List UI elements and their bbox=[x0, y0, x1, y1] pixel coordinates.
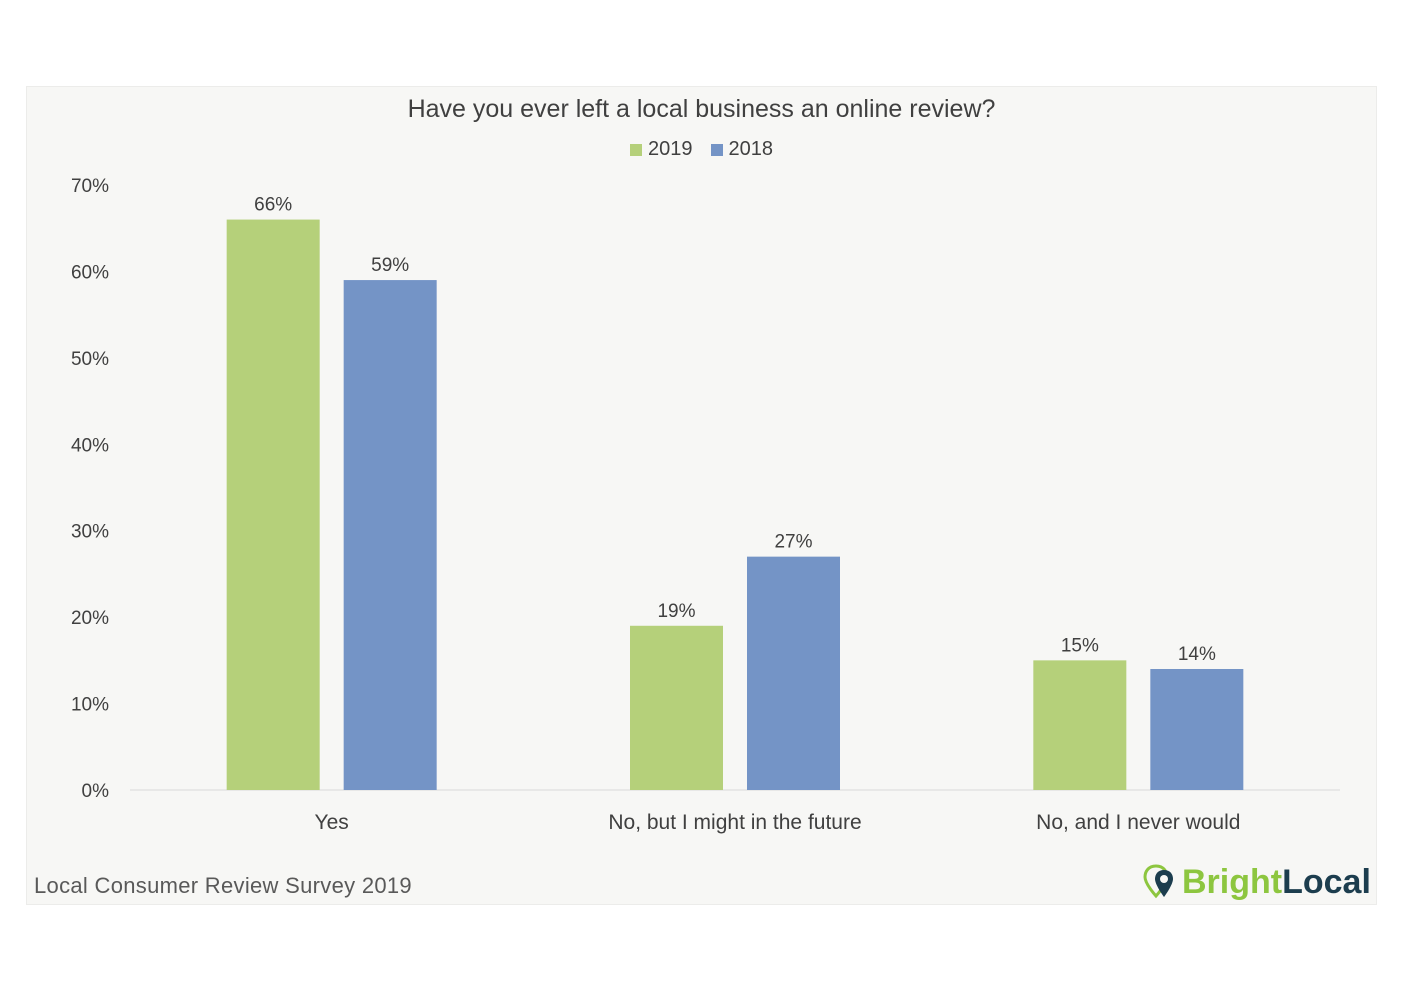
category-label: No, but I might in the future bbox=[608, 811, 861, 834]
bar-2019-1 bbox=[630, 625, 723, 790]
y-tick-label: 60% bbox=[71, 262, 109, 283]
bar-2018-2 bbox=[1150, 669, 1244, 790]
category-label: No, and I never would bbox=[1036, 811, 1240, 834]
legend-item-2018: 2018 bbox=[710, 138, 774, 161]
chart-legend: 2019 2018 bbox=[0, 138, 1403, 161]
legend-label-2018: 2018 bbox=[728, 138, 774, 160]
logo-text-local: Local bbox=[1282, 862, 1371, 901]
y-tick-label: 20% bbox=[71, 608, 109, 629]
y-tick-label: 50% bbox=[71, 349, 109, 370]
source-caption: Local Consumer Review Survey 2019 bbox=[34, 873, 412, 898]
data-label: 19% bbox=[657, 601, 695, 622]
data-label: 15% bbox=[1061, 635, 1099, 656]
chart-title: Have you ever left a local business an o… bbox=[407, 95, 996, 123]
brightlocal-logo: Bright Local bbox=[1142, 862, 1371, 902]
map-pin-icon bbox=[1143, 864, 1173, 899]
category-label: Yes bbox=[315, 811, 349, 834]
y-tick-label: 30% bbox=[71, 522, 109, 543]
legend-swatch-2018 bbox=[710, 143, 723, 156]
legend-label-2019: 2019 bbox=[648, 138, 693, 160]
bar-2019-0 bbox=[226, 219, 320, 791]
legend-swatch-2019 bbox=[630, 143, 642, 156]
y-tick-label: 10% bbox=[71, 695, 109, 716]
bar-2018-0 bbox=[343, 280, 437, 790]
data-label: 14% bbox=[1178, 644, 1216, 665]
y-tick-label: 70% bbox=[71, 176, 109, 197]
y-tick-label: 0% bbox=[82, 781, 110, 802]
y-tick-label: 40% bbox=[71, 435, 109, 456]
bar-2018-1 bbox=[747, 556, 840, 790]
data-label: 59% bbox=[371, 255, 409, 276]
data-label: 27% bbox=[774, 532, 812, 553]
bar-2019-2 bbox=[1033, 660, 1127, 790]
data-label: 66% bbox=[254, 195, 292, 216]
logo-text-bright: Bright bbox=[1182, 862, 1283, 901]
legend-item-2019: 2019 bbox=[630, 138, 693, 161]
